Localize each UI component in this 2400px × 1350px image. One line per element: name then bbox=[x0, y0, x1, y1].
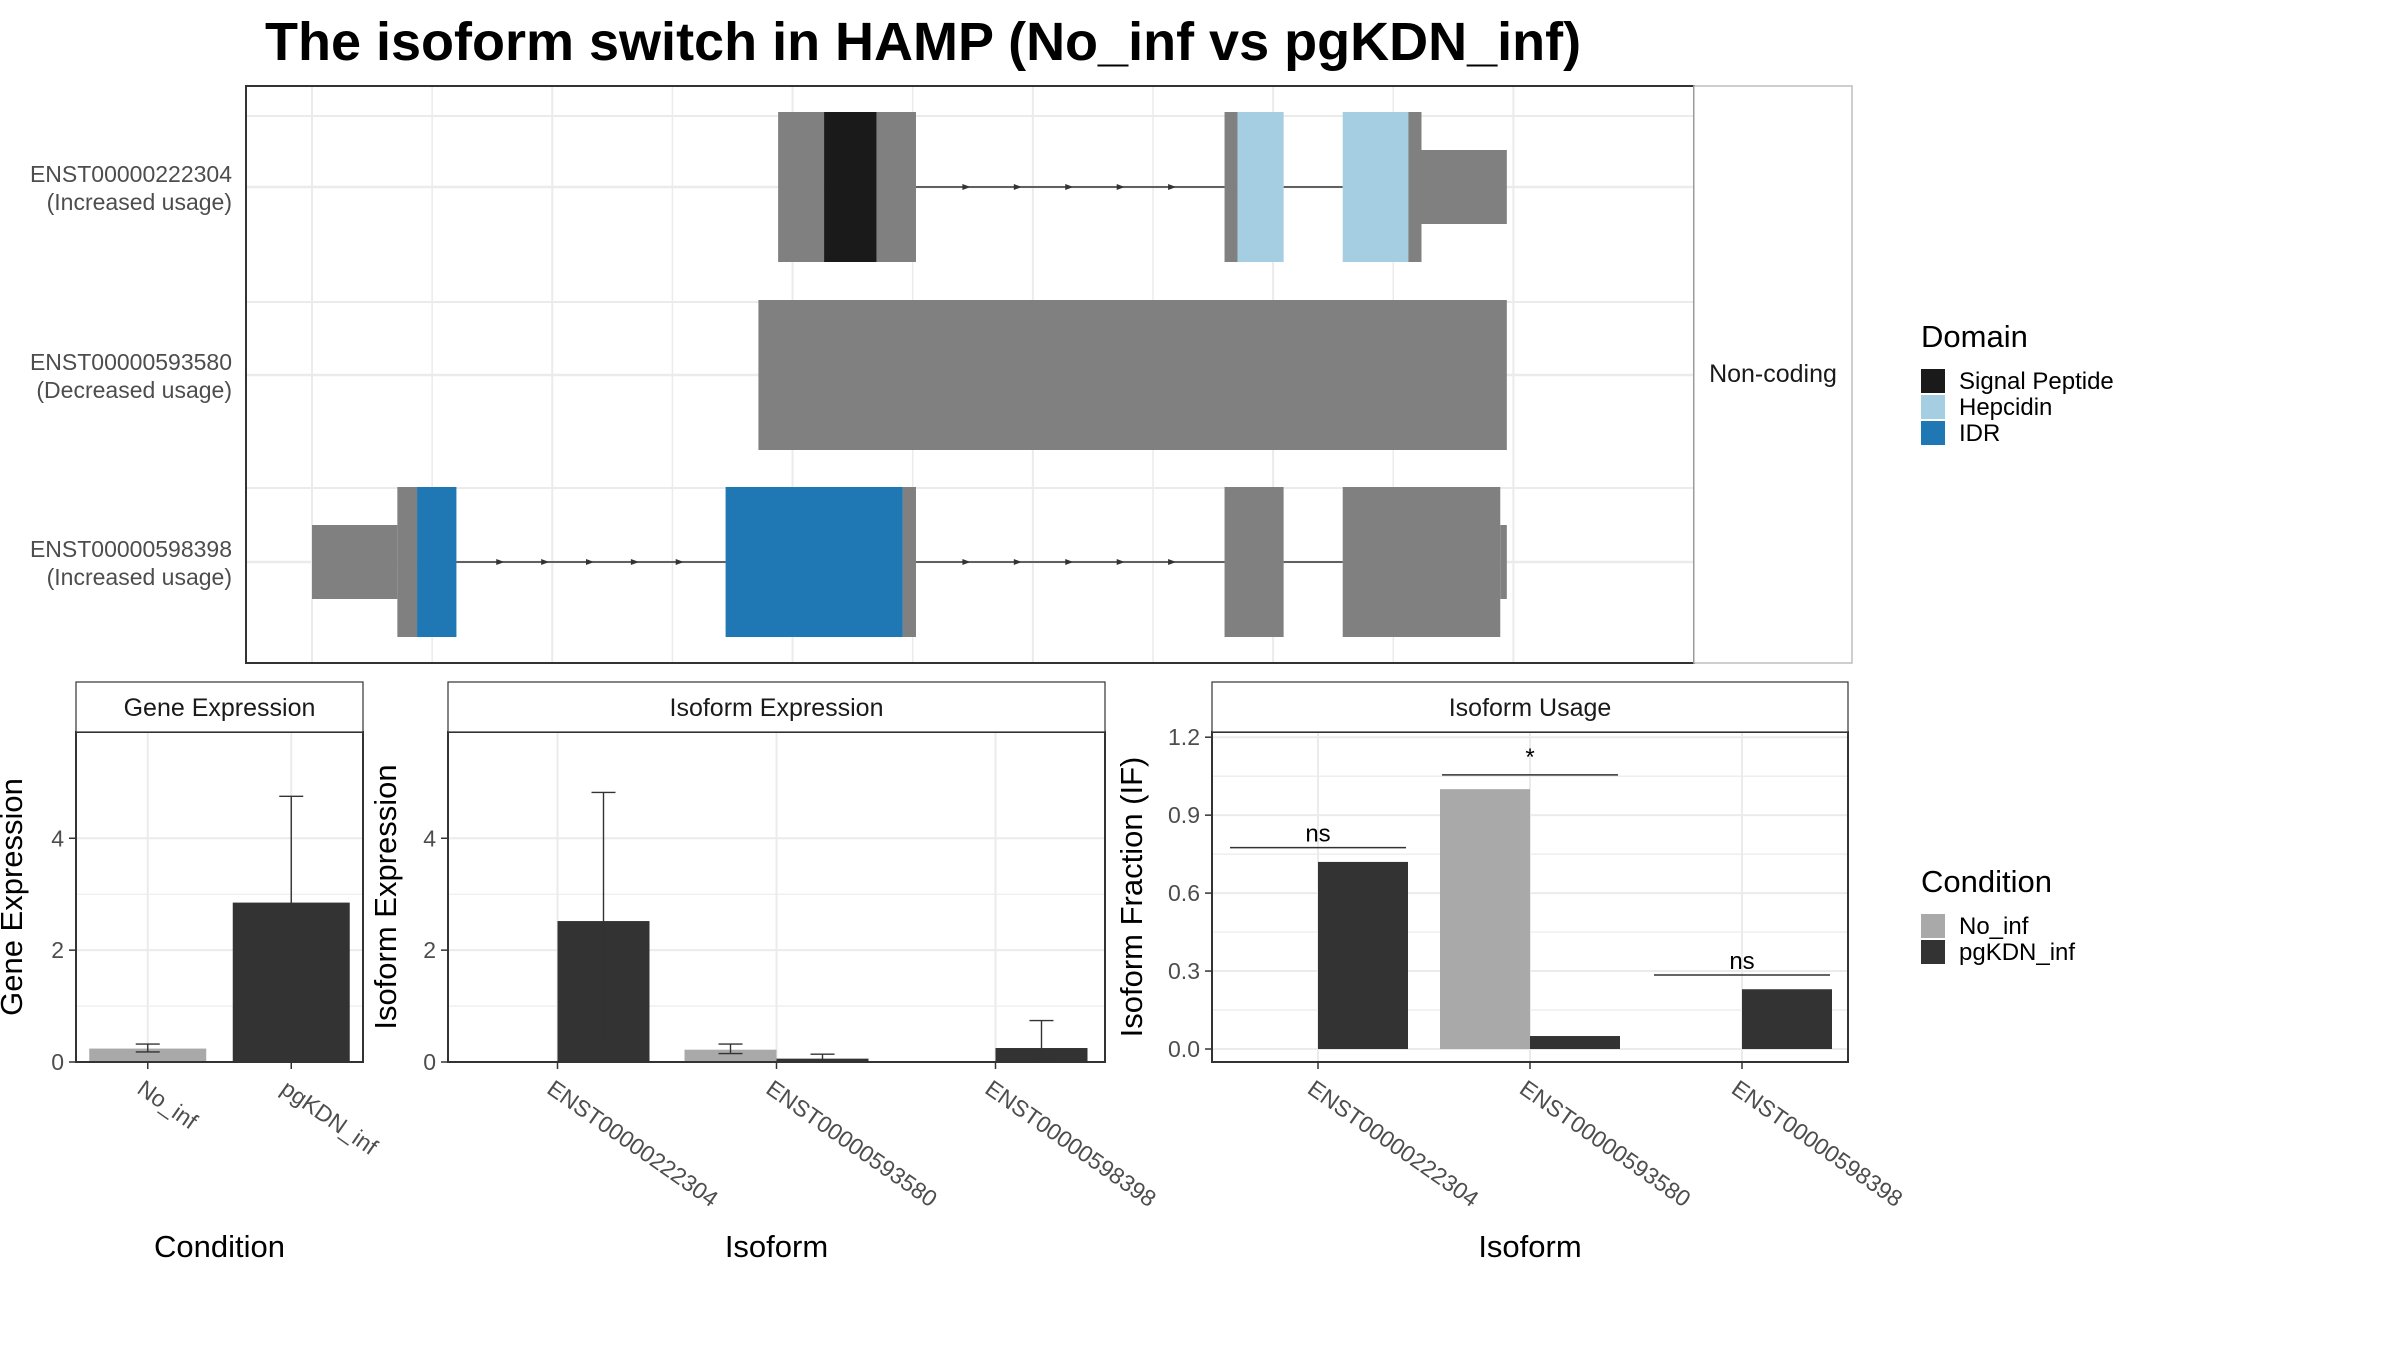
exon-block-utr_thin bbox=[1500, 525, 1507, 599]
exon-block-utr bbox=[1224, 487, 1284, 637]
panel-strip-label: Gene Expression bbox=[124, 694, 316, 722]
intron-arrow bbox=[1168, 184, 1177, 190]
exon-block-signal_peptide bbox=[824, 112, 877, 262]
significance-label: * bbox=[1525, 744, 1534, 771]
legend-label: No_inf bbox=[1959, 913, 2029, 940]
intron-arrow bbox=[1013, 184, 1022, 190]
bar-pgKDN_inf-ENST00000222304 bbox=[1318, 861, 1408, 1050]
y-tick-label: 0.9 bbox=[1168, 802, 1200, 828]
x-tick-label: ENST00000593580 bbox=[762, 1075, 942, 1212]
intron-arrow bbox=[675, 559, 684, 565]
x-tick-label: ENST00000593580 bbox=[1515, 1075, 1695, 1212]
legend-label: Signal Peptide bbox=[1959, 368, 2114, 395]
y-tick-label: 4 bbox=[423, 825, 436, 851]
y-axis-title: Gene Expression bbox=[0, 778, 29, 1016]
legend-label: Hepcidin bbox=[1959, 394, 2052, 421]
panel-strip bbox=[447, 681, 1106, 733]
bar-No_inf-ENST00000593580 bbox=[1440, 789, 1530, 1050]
x-tick-label: ENST00000598398 bbox=[1727, 1075, 1907, 1212]
intron-arrow bbox=[1116, 184, 1125, 190]
noncoding-strip-label: Non-coding bbox=[1709, 360, 1837, 388]
exon-block-hepcidin bbox=[1342, 112, 1409, 262]
exon-block-utr_thin bbox=[1421, 150, 1507, 224]
significance-label: ns bbox=[1729, 948, 1754, 975]
exon-block-utr bbox=[1224, 112, 1238, 262]
panel-strip bbox=[75, 681, 364, 733]
legend-label: pgKDN_inf bbox=[1959, 939, 2075, 966]
transcript-usage-label: (Increased usage) bbox=[47, 189, 232, 215]
legend-title: Condition bbox=[1921, 864, 2052, 899]
transcript-id-label: ENST00000598398 bbox=[30, 536, 232, 562]
legend-label: IDR bbox=[1959, 420, 2000, 447]
intron-arrow bbox=[962, 559, 971, 565]
exon-block-noncoding bbox=[758, 300, 1507, 450]
isoform-usage-panel: ns * ns Isoform Usage 0.0 0.3 0.6 0.9 1.2 ENST000… bbox=[1114, 681, 1908, 1264]
panel-strip-label: Isoform Usage bbox=[1449, 694, 1612, 722]
intron-arrow bbox=[541, 559, 550, 565]
x-tick-label: ENST00000222304 bbox=[1303, 1075, 1484, 1212]
transcript-id-label: ENST00000593580 bbox=[30, 349, 232, 375]
figure-title: The isoform switch in HAMP (No_inf vs pg… bbox=[265, 12, 1581, 72]
bar-pgKDN_inf-ENST00000593580 bbox=[1530, 1036, 1620, 1050]
gene-expression-panel: Gene Expression 0 2 4 No_inf pgKDN_inf Conditi… bbox=[0, 681, 383, 1264]
y-tick-label: 0.3 bbox=[1168, 958, 1200, 984]
exon-block-utr_thin bbox=[312, 525, 398, 599]
intron-arrow bbox=[1065, 559, 1074, 565]
y-tick-label: 2 bbox=[423, 937, 436, 963]
panel-strip bbox=[1211, 681, 1849, 733]
x-tick-label: pgKDN_inf bbox=[276, 1075, 383, 1160]
intron-arrow bbox=[962, 184, 971, 190]
intron-arrow bbox=[1168, 559, 1177, 565]
y-tick-label: 4 bbox=[51, 825, 64, 851]
y-tick-label: 2 bbox=[51, 937, 64, 963]
legend-swatch bbox=[1921, 914, 1945, 938]
significance-label: ns bbox=[1305, 821, 1330, 848]
exon-block-utr bbox=[1342, 487, 1501, 637]
legend-swatch bbox=[1921, 369, 1945, 393]
exon-block-utr bbox=[902, 487, 916, 637]
bar-pgKDN_inf-ENST00000598398 bbox=[1742, 989, 1832, 1050]
exon-block-utr bbox=[876, 112, 916, 262]
x-tick-label: ENST00000222304 bbox=[543, 1075, 724, 1212]
x-axis-title: Isoform bbox=[1478, 1229, 1581, 1264]
exon-block-utr bbox=[397, 487, 418, 637]
x-tick-label: No_inf bbox=[133, 1075, 203, 1135]
y-axis-title: Isoform Expression bbox=[368, 764, 403, 1029]
isoform-expression-panel: Isoform Expression 0 2 4 ENST00000222304 ENST… bbox=[368, 681, 1161, 1264]
bar-No_inf-ENST00000593580 bbox=[684, 1049, 777, 1062]
bar-No_inf bbox=[89, 1048, 207, 1062]
intron-arrow bbox=[1065, 184, 1074, 190]
legend-swatch bbox=[1921, 421, 1945, 445]
intron-arrow bbox=[630, 559, 639, 565]
noncoding-strip bbox=[1693, 85, 1853, 664]
isoform-structure-panel: ENST00000222304(Increased usage)ENST0000… bbox=[30, 85, 1853, 664]
transcript-id-label: ENST00000222304 bbox=[30, 161, 232, 187]
intron-arrow bbox=[1013, 559, 1022, 565]
exon-block-utr bbox=[1408, 112, 1422, 262]
x-axis-title: Isoform bbox=[725, 1229, 828, 1264]
y-axis-title: Isoform Fraction (IF) bbox=[1114, 757, 1149, 1038]
transcript-usage-label: (Increased usage) bbox=[47, 564, 232, 590]
y-tick-label: 0 bbox=[423, 1049, 436, 1075]
y-tick-label: 0.6 bbox=[1168, 880, 1200, 906]
legend-swatch bbox=[1921, 940, 1945, 964]
x-axis-title: Condition bbox=[154, 1229, 285, 1264]
transcript-usage-label: (Decreased usage) bbox=[36, 377, 232, 403]
y-tick-label: 0 bbox=[51, 1049, 64, 1075]
exon-block-hepcidin bbox=[1237, 112, 1284, 262]
exon-block-utr bbox=[778, 112, 825, 262]
intron-arrow bbox=[1116, 559, 1125, 565]
legend-swatch bbox=[1921, 395, 1945, 419]
intron-arrow bbox=[586, 559, 595, 565]
panel-strip-label: Isoform Expression bbox=[670, 694, 884, 722]
y-tick-label: 0.0 bbox=[1168, 1036, 1200, 1062]
legend-title: Domain bbox=[1921, 319, 2028, 354]
x-tick-label: ENST00000598398 bbox=[981, 1075, 1161, 1212]
exon-block-idr bbox=[417, 487, 457, 637]
y-tick-label: 1.2 bbox=[1168, 724, 1200, 750]
intron-arrow bbox=[496, 559, 505, 565]
exon-block-idr bbox=[725, 487, 903, 637]
